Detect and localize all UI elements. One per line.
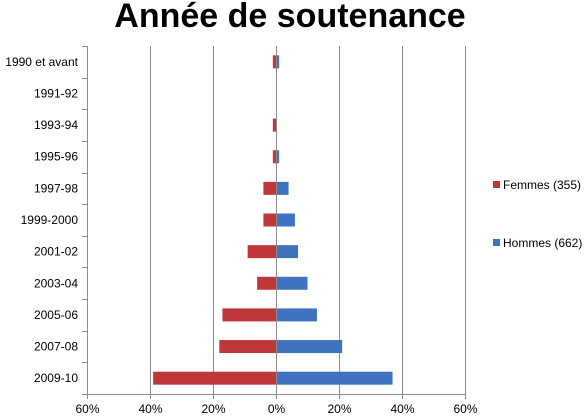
y-tick-label: 1991-92 — [34, 86, 78, 100]
bar-hommes — [276, 181, 289, 195]
bar-femmes — [153, 371, 276, 385]
bar-hommes — [276, 245, 299, 259]
legend-item-hommes: Hommes (662) — [493, 236, 582, 250]
bar-femmes — [263, 213, 276, 227]
x-tick-label: 40% — [138, 402, 162, 416]
x-tick-label: 60% — [75, 402, 99, 416]
bar-hommes — [276, 55, 280, 69]
y-tick-label: 1997-98 — [34, 181, 78, 195]
legend-item-femmes: Femmes (355) — [493, 178, 581, 192]
bar-hommes — [276, 371, 393, 385]
bars — [153, 55, 393, 385]
y-tick-label: 1990 et avant — [5, 55, 78, 69]
legend: Femmes (355) Hommes (662) — [493, 178, 582, 250]
legend-swatch-hommes — [493, 239, 500, 246]
bar-femmes — [247, 245, 276, 259]
y-tick-label: 1999-2000 — [21, 213, 79, 227]
bar-femmes — [263, 181, 276, 195]
bar-femmes — [219, 340, 276, 354]
bar-femmes — [272, 118, 276, 132]
bar-hommes — [276, 150, 280, 164]
bar-hommes — [276, 308, 317, 322]
legend-swatch-femmes — [493, 181, 500, 188]
y-tick-label: 1995-96 — [34, 150, 78, 164]
legend-label-femmes: Femmes (355) — [503, 178, 581, 192]
y-tick-label: 2005-06 — [34, 308, 78, 322]
x-tick-label: 60% — [453, 402, 477, 416]
bar-femmes — [272, 150, 276, 164]
x-tick-label: 0% — [268, 402, 286, 416]
x-tick-labels: 60% 40% 20% 0% 20% 40% 60% — [75, 402, 477, 416]
bar-femmes — [257, 276, 276, 290]
x-tick-label: 40% — [390, 402, 414, 416]
axes — [82, 46, 466, 399]
y-tick-label: 2001-02 — [34, 245, 78, 259]
legend-label-hommes: Hommes (662) — [503, 236, 582, 250]
x-tick-label: 20% — [201, 402, 225, 416]
bar-hommes — [276, 340, 343, 354]
bar-hommes — [276, 276, 308, 290]
bar-hommes — [276, 213, 295, 227]
y-tick-labels: 1990 et avant 1991-92 1993-94 1995-96 1997-9… — [5, 55, 78, 385]
y-tick-label: 1993-94 — [34, 118, 78, 132]
bar-femmes — [222, 308, 276, 322]
y-tick-label: 2009-10 — [34, 371, 78, 385]
bar-femmes — [272, 55, 276, 69]
x-tick-label: 20% — [327, 402, 351, 416]
y-tick-label: 2007-08 — [34, 340, 78, 354]
y-tick-label: 2003-04 — [34, 276, 78, 290]
chart-title: Année de soutenance — [114, 0, 465, 35]
